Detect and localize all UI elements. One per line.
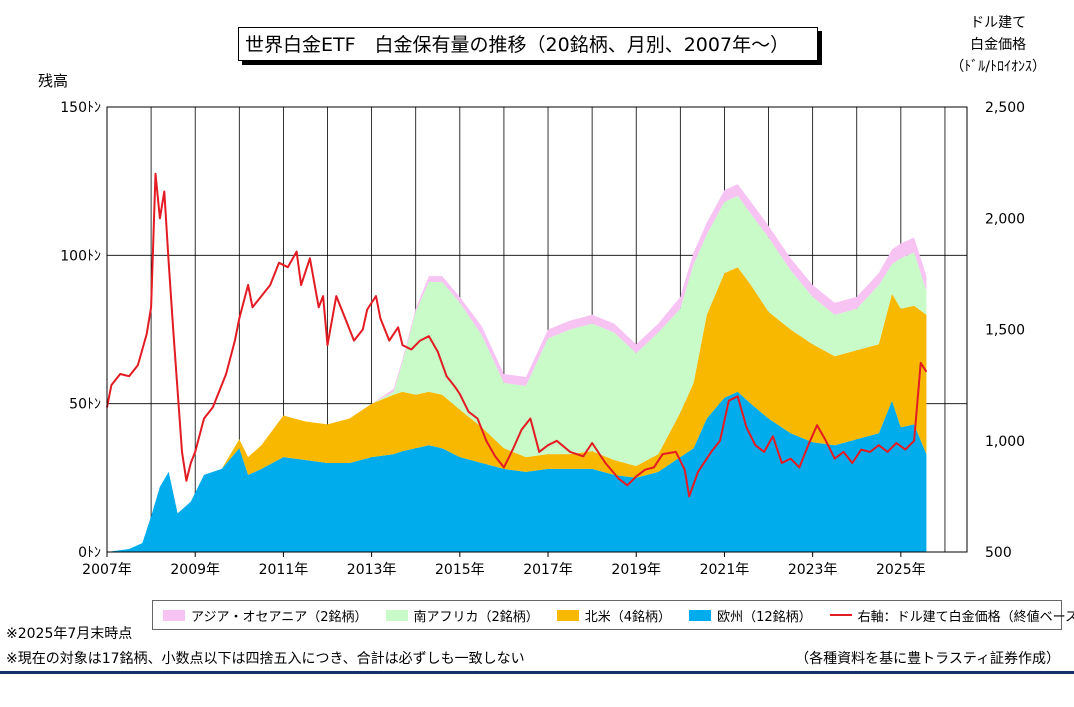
legend-swatch-price [829,614,852,616]
price-line [106,172,928,498]
legend-item-north-america: 北米（4銘柄） [556,606,672,625]
area-series-1 [107,267,927,552]
stacked-area-group [107,184,927,552]
y-right-label-line: （ﾄﾞﾙ/ﾄﾛｲｵﾝｽ） [950,59,1046,75]
x-tick-label: 2007年 [82,562,132,578]
y-right-tick-label: 500 [985,545,1012,561]
chart-legend: アジア・オセアニア（2銘柄） 南アフリカ（2銘柄） 北米（4銘柄） 欧州（12銘… [152,600,1074,630]
legend-label: アジア・オセアニア（2銘柄） [191,609,368,625]
x-tick-label: 2013年 [347,562,397,578]
axis-ticks: 2007年 2009年 2011年 2013年 2015年 2017年 2019年 2021年… [60,100,1025,578]
y-left-tick-label: 150ﾄﾝ [60,100,101,116]
x-tick-label: 2011年 [259,562,309,578]
y-left-label: 残高 [38,72,69,90]
legend-item-price: 右軸：ドル建て白金価格（終値ベース） [829,606,1074,625]
y-right-label-line: 白金価格 [970,37,1027,53]
x-tick-label: 2017年 [523,562,573,578]
legend-item-europe: 欧州（12銘柄） [689,606,812,625]
y-left-tick-label: 0ﾄﾝ [78,545,101,561]
legend-label: 右軸：ドル建て白金価格（終値ベース） [857,609,1074,625]
y-left-tick-label: 50ﾄﾝ [69,397,101,413]
legend-swatch-europe [689,609,712,621]
y-left-tick-label: 100ﾄﾝ [60,248,101,264]
legend-swatch-south-africa [385,609,408,621]
y-right-label: ドル建て 白金価格 （ﾄﾞﾙ/ﾄﾛｲｵﾝｽ） [950,12,1046,78]
price-line-group [106,172,928,498]
legend-swatch-north-america [556,609,579,621]
x-tick-label: 2009年 [170,562,220,578]
x-tick-label: 2019年 [611,562,661,578]
y-right-tick-label: 2,500 [985,100,1025,116]
y-right-tick-label: 2,000 [985,211,1025,227]
x-tick-label: 2015年 [435,562,485,578]
bottom-rule [0,671,1074,674]
x-tick-label: 2023年 [788,562,838,578]
y-right-tick-label: 1,000 [985,434,1025,450]
legend-label: 北米（4銘柄） [584,609,672,625]
plot-frame [106,106,968,553]
note-date: ※2025年7月末時点 [6,626,133,642]
y-right-tick-label: 1,500 [985,323,1025,339]
source-note: （各種資料を基に豊トラスティ証券作成） [795,651,1060,667]
legend-label: 欧州（12銘柄） [717,609,812,625]
note-rounding: ※現在の対象は17銘柄、小数点以下は四捨五入につき、合計は必ずしも一致しない [6,651,525,667]
chart-title: 世界白金ETF 白金保有量の推移（20銘柄、月別、2007年～） [238,27,818,61]
x-tick-label: 2025年 [876,562,926,578]
legend-swatch-asia [163,609,185,621]
legend-item-asia: アジア・オセアニア（2銘柄） [163,606,368,625]
x-tick-label: 2021年 [700,562,750,578]
legend-item-south-africa: 南アフリカ（2銘柄） [385,606,539,625]
y-right-label-line: ドル建て [970,15,1027,31]
legend-label: 南アフリカ（2銘柄） [413,609,539,625]
plot-border [106,106,968,553]
